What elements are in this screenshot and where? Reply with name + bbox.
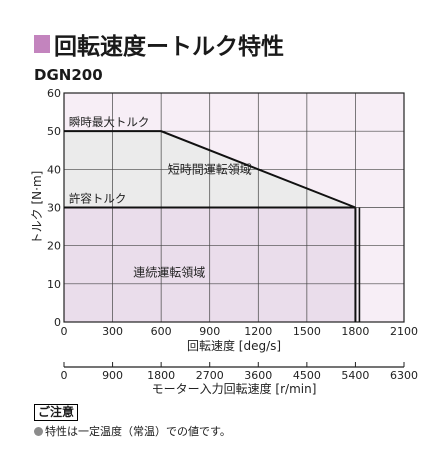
x-tick-label: 1500	[293, 325, 321, 338]
y-tick-label: 10	[47, 278, 61, 291]
x-tick-label: 300	[102, 325, 123, 338]
secondary-tick-label: 3600	[244, 369, 272, 382]
x-tick-label: 600	[151, 325, 172, 338]
bullet-icon	[34, 426, 43, 436]
heading-marker	[34, 35, 50, 53]
x-tick-label: 1800	[341, 325, 369, 338]
secondary-axis-label: モーター入力回転速度 [r/min]	[152, 381, 317, 396]
x-axis-label: 回転速度 [deg/s]	[187, 338, 281, 353]
secondary-tick-label: 1800	[147, 369, 175, 382]
y-axis-label: トルク [N·m]	[30, 171, 44, 245]
secondary-tick-label: 0	[61, 369, 68, 382]
y-tick-label: 60	[47, 87, 61, 100]
series-line-peak	[64, 130, 356, 209]
secondary-tick-label: 4500	[293, 369, 321, 382]
y-tick-label: 40	[47, 163, 61, 176]
torque-speed-chart: 0 300 600 900 1200 1500 1800 2100 0 10 20 30 40 50 60 回…	[30, 87, 418, 396]
chart-heading: 回転速度ートルク特性	[34, 31, 284, 60]
x-tick-label: 2100	[390, 325, 418, 338]
model-label: DGN200	[34, 66, 103, 84]
region-label: 連続運転領域	[133, 264, 205, 279]
y-tick-label: 50	[47, 125, 61, 138]
x-tick-label: 1200	[244, 325, 272, 338]
secondary-tick-label: 2700	[196, 369, 224, 382]
series-label-peak: 瞬時最大トルク	[69, 115, 150, 129]
secondary-tick-label: 6300	[390, 369, 418, 382]
notice-label: ご注意	[34, 404, 79, 421]
y-tick-label: 30	[47, 202, 61, 215]
note-line: 特性は一定温度（常温）での値です。	[34, 423, 231, 439]
chart-title: 回転速度ートルク特性	[54, 34, 284, 60]
series-label-rated: 許容トルク	[69, 192, 127, 206]
y-tick-label: 20	[47, 240, 61, 253]
y-tick-label: 0	[54, 316, 61, 329]
secondary-tick-label: 5400	[341, 369, 369, 382]
x-tick-label: 900	[199, 325, 220, 338]
note-text: 特性は一定温度（常温）での値です。	[45, 425, 231, 438]
secondary-tick-label: 900	[102, 369, 123, 382]
x-tick-label: 0	[61, 325, 68, 338]
region-label: 短時間運転領域	[168, 161, 252, 176]
